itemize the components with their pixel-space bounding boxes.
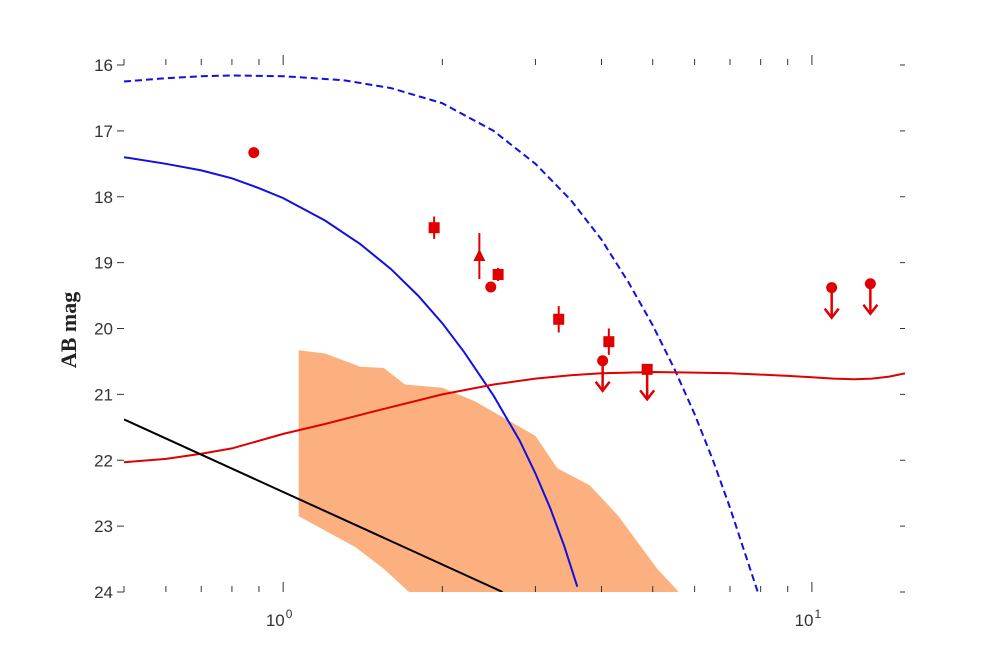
data-point-4: [492, 267, 504, 282]
shaded-band: [298, 350, 679, 592]
y-tick-label: 16: [94, 56, 113, 75]
circle-marker: [597, 355, 609, 367]
y-tick-label: 20: [94, 320, 113, 339]
data-point-1: [248, 147, 260, 159]
model-lines-layer: [124, 74, 905, 592]
data-point-8: [594, 355, 611, 393]
circle-marker: [248, 147, 260, 159]
x-tick-label-exponent: 1: [815, 607, 822, 621]
shaded-band-layer: [298, 350, 679, 592]
square-marker: [553, 313, 565, 325]
triangle-marker: [473, 249, 486, 262]
circle-marker: [485, 281, 497, 293]
data-point-7: [603, 328, 615, 355]
y-tick-label: 19: [94, 254, 113, 273]
x-tick-label-base: 10: [795, 611, 814, 630]
model-line-1: [124, 156, 579, 588]
circle-marker: [864, 278, 876, 290]
data-point-2: [428, 216, 440, 239]
square-marker: [428, 222, 440, 234]
data-point-3: [473, 232, 486, 280]
data-point-11: [862, 278, 879, 316]
upper-limit-arrow-head: [639, 389, 656, 402]
data-point-5: [485, 281, 497, 293]
x-tick-label-exponent: 0: [286, 607, 293, 621]
square-marker: [603, 336, 615, 348]
x-tick-label-base: 10: [266, 611, 285, 630]
y-tick-label: 17: [94, 122, 113, 141]
y-tick-label: 18: [94, 188, 113, 207]
data-point-10: [823, 282, 840, 320]
data-points-layer: [248, 147, 879, 402]
upper-limit-arrow-head: [823, 307, 840, 320]
model-line-2: [124, 74, 759, 592]
square-marker: [492, 268, 504, 280]
circle-marker: [826, 282, 838, 294]
square-marker: [641, 363, 653, 375]
model-line-3: [124, 370, 905, 464]
upper-limit-arrow-head: [594, 381, 611, 393]
upper-limit-arrow-head: [862, 303, 879, 316]
x-tick-label: 101: [795, 607, 822, 630]
y-tick-label: 21: [94, 385, 113, 404]
y-tick-label: 24: [94, 583, 113, 602]
model-line-4: [124, 418, 504, 592]
data-point-6: [553, 306, 565, 333]
y-axis-title: AB mag: [56, 292, 81, 368]
y-tick-label: 23: [94, 517, 113, 536]
x-tick-label: 100: [266, 607, 293, 630]
y-tick-label: 22: [94, 451, 113, 470]
data-point-9: [639, 363, 656, 402]
